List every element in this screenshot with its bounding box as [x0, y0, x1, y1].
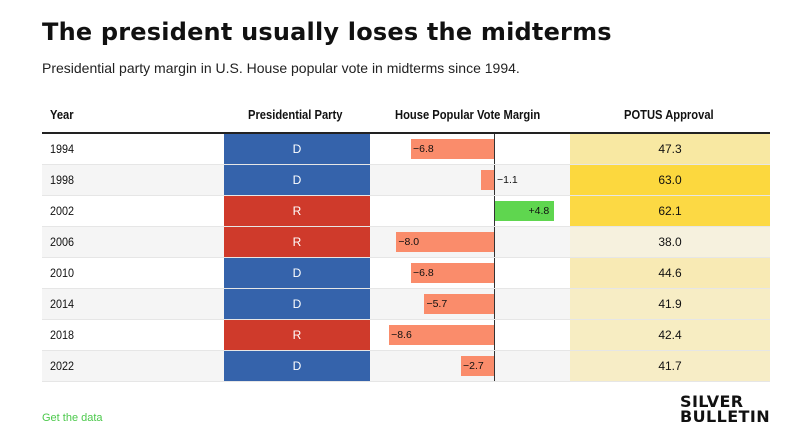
- margin-cell: −2.7: [370, 351, 570, 381]
- silver-bulletin-logo: SILVER BULLETIN: [680, 392, 770, 426]
- margin-bar: [480, 170, 494, 190]
- zero-axis: [494, 289, 495, 319]
- zero-axis: [494, 165, 495, 195]
- approval-cell: 62.1: [570, 196, 770, 226]
- year-cell: 1994: [50, 142, 75, 156]
- margin-label: −6.8: [413, 143, 434, 155]
- logo-line-1: SILVER: [680, 392, 744, 411]
- margin-cell: −6.8: [370, 134, 570, 164]
- margin-label: −8.6: [391, 329, 412, 341]
- year-cell: 2018: [50, 328, 75, 342]
- zero-axis: [494, 320, 495, 350]
- approval-cell: 41.7: [570, 351, 770, 381]
- page-title: The president usually loses the midterms: [42, 18, 612, 46]
- margin-cell: −8.6: [370, 320, 570, 350]
- year-cell: 2002: [50, 204, 75, 218]
- year-cell: 2022: [50, 359, 75, 373]
- margin-cell: −1.1: [370, 165, 570, 195]
- approval-cell: 44.6: [570, 258, 770, 288]
- margin-label: +4.8: [528, 205, 550, 217]
- zero-axis: [494, 227, 495, 257]
- table-row: 1998 D −1.1 63.0: [42, 165, 770, 196]
- table-row: 2018 R −8.6 42.4: [42, 320, 770, 351]
- approval-cell: 41.9: [570, 289, 770, 319]
- margin-bar: [424, 294, 494, 314]
- table-row: 2006 R −8.0 38.0: [42, 227, 770, 258]
- year-cell: 2010: [50, 266, 75, 280]
- margin-cell: +4.8: [370, 196, 570, 226]
- margin-label: −6.8: [413, 267, 434, 279]
- table-body: 1994 D −6.8 47.3 1998 D −1.1 63.0 2002 R +4.8 62.1 2…: [42, 134, 770, 382]
- header-approval: POTUS Approval: [624, 107, 714, 122]
- margin-label: −2.7: [463, 360, 484, 372]
- party-cell: R: [224, 320, 370, 350]
- table-row: 1994 D −6.8 47.3: [42, 134, 770, 165]
- margin-bar: [411, 263, 494, 283]
- table-row: 2010 D −6.8 44.6: [42, 258, 770, 289]
- margin-label: −5.7: [426, 298, 448, 310]
- get-the-data-link[interactable]: Get the data: [42, 412, 103, 424]
- approval-cell: 38.0: [570, 227, 770, 257]
- page-subtitle: Presidential party margin in U.S. House …: [42, 60, 520, 76]
- year-cell: 1998: [50, 173, 75, 187]
- zero-axis: [494, 196, 495, 226]
- party-cell: D: [224, 134, 370, 164]
- table-row: 2022 D −2.7 41.7: [42, 351, 770, 382]
- margin-label: −8.0: [398, 236, 420, 248]
- table-row: 2014 D −5.7 41.9: [42, 289, 770, 320]
- party-cell: R: [224, 227, 370, 257]
- margin-label: −1.1: [497, 174, 518, 186]
- zero-axis: [494, 134, 495, 164]
- margin-cell: −8.0: [370, 227, 570, 257]
- margin-bar: [389, 325, 494, 345]
- margin-cell: −6.8: [370, 258, 570, 288]
- margin-bar: [461, 356, 494, 376]
- table-row: 2002 R +4.8 62.1: [42, 196, 770, 227]
- year-cell: 2014: [50, 297, 75, 311]
- margin-cell: −5.7: [370, 289, 570, 319]
- party-cell: D: [224, 289, 370, 319]
- year-cell: 2006: [50, 235, 75, 249]
- party-cell: D: [224, 258, 370, 288]
- approval-cell: 42.4: [570, 320, 770, 350]
- party-cell: R: [224, 196, 370, 226]
- approval-cell: 47.3: [570, 134, 770, 164]
- header-margin: House Popular Vote Margin: [395, 107, 541, 122]
- zero-axis: [494, 258, 495, 288]
- margin-bar: [396, 232, 494, 252]
- party-cell: D: [224, 165, 370, 195]
- party-cell: D: [224, 351, 370, 381]
- margin-bar: [411, 139, 494, 159]
- table-header: Year Presidential Party House Popular Vo…: [42, 98, 770, 134]
- logo-line-2: BULLETIN: [680, 407, 770, 426]
- header-year: Year: [50, 107, 74, 122]
- header-party: Presidential Party: [248, 107, 343, 122]
- margin-bar: [495, 201, 554, 221]
- midterms-table: Year Presidential Party House Popular Vo…: [42, 98, 770, 382]
- approval-cell: 63.0: [570, 165, 770, 195]
- zero-axis: [494, 351, 495, 381]
